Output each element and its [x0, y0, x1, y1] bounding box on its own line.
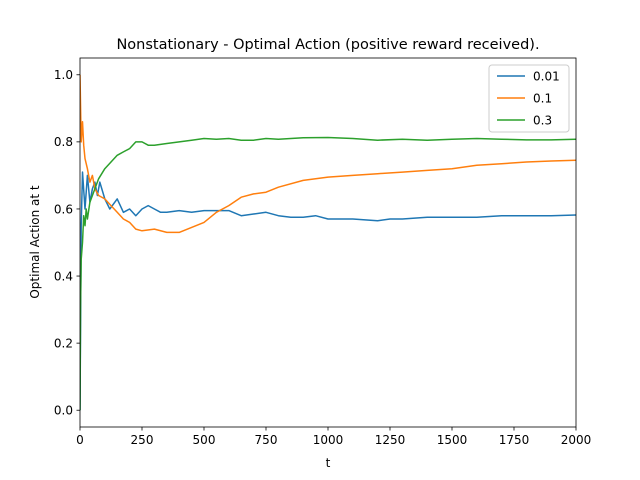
- series-line-0: [80, 171, 576, 411]
- x-axis-label: t: [326, 456, 331, 470]
- x-tick-label: 1500: [437, 433, 468, 447]
- y-axis-label: Optimal Action at t: [28, 185, 42, 299]
- x-tick-label: 1750: [499, 433, 530, 447]
- x-tick-label: 2000: [561, 433, 592, 447]
- y-tick-label: 0.8: [54, 135, 73, 149]
- x-tick-label: 1000: [313, 433, 344, 447]
- y-tick-label: 1.0: [54, 68, 73, 82]
- x-tick-label: 750: [255, 433, 278, 447]
- legend-box: [488, 64, 570, 133]
- x-tick-label: 500: [193, 433, 216, 447]
- x-tick-label: 0: [76, 433, 84, 447]
- series-line-2: [80, 136, 576, 411]
- legend-label-1: 0.1: [533, 92, 552, 106]
- y-tick-label: 0.2: [54, 336, 73, 350]
- x-tick-label: 1250: [375, 433, 406, 447]
- legend-label-0: 0.01: [533, 70, 560, 84]
- series-line-1: [80, 74, 576, 234]
- y-tick-label: 0.4: [54, 269, 73, 283]
- chart-title: Nonstationary - Optimal Action (positive…: [116, 37, 539, 53]
- y-tick-label: 0.0: [54, 404, 73, 418]
- x-tick-label: 250: [131, 433, 154, 447]
- y-tick-label: 0.6: [54, 202, 73, 216]
- legend-label-2: 0.3: [533, 114, 552, 128]
- plot-area: 0 250 500 750 1000 1250 1500 1750 2000 0.0 0.2 0.4 0…: [54, 57, 592, 447]
